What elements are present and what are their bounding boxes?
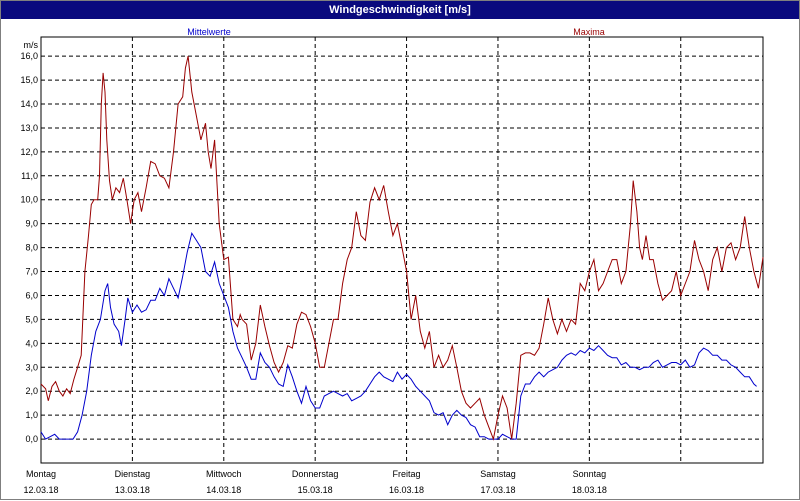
x-tick-day: Donnerstag (292, 469, 339, 479)
x-tick-day: Mittwoch (206, 469, 242, 479)
y-tick-label: 0,0 (25, 434, 38, 444)
x-tick-date: 16.03.18 (389, 485, 424, 495)
y-tick-label: 11,0 (21, 171, 38, 181)
y-tick-label: 6,0 (25, 290, 38, 300)
x-tick-day: Sonntag (573, 469, 607, 479)
x-tick-date: 17.03.18 (480, 485, 515, 495)
y-tick-label: 13,0 (20, 123, 38, 133)
y-tick-label: 7,0 (25, 267, 38, 277)
y-tick-label: 15,0 (20, 75, 38, 85)
x-tick-day: Samstag (480, 469, 516, 479)
x-tick-date: 18.03.18 (572, 485, 607, 495)
y-tick-label: 8,0 (25, 243, 38, 253)
y-tick-label: 3,0 (25, 362, 38, 372)
x-tick-date: 14.03.18 (206, 485, 241, 495)
y-axis-unit: m/s (24, 40, 39, 50)
y-tick-label: 9,0 (25, 219, 38, 229)
series-line-mittelwerte (40, 231, 757, 440)
x-tick-day: Freitag (393, 469, 421, 479)
y-tick-label: 4,0 (25, 338, 38, 348)
y-tick-label: 10,0 (20, 195, 38, 205)
legend-entry: Mittelwerte (187, 27, 231, 37)
x-tick-day: Dienstag (115, 469, 151, 479)
y-tick-label: 12,0 (20, 147, 38, 157)
y-tick-label: 16,0 (20, 51, 38, 61)
y-tick-label: 1,0 (25, 410, 38, 420)
x-tick-date: 12.03.18 (23, 485, 58, 495)
legend-entry: Maxima (573, 27, 605, 37)
x-tick-day: Montag (26, 469, 56, 479)
y-tick-label: 14,0 (20, 99, 38, 109)
x-tick-date: 13.03.18 (115, 485, 150, 495)
y-tick-label: 2,0 (25, 386, 38, 396)
chart-title: Windgeschwindigkeit [m/s] (1, 1, 799, 19)
x-tick-date: 15.03.18 (298, 485, 333, 495)
y-tick-label: 5,0 (25, 314, 38, 324)
series-line-maxima (40, 55, 764, 441)
